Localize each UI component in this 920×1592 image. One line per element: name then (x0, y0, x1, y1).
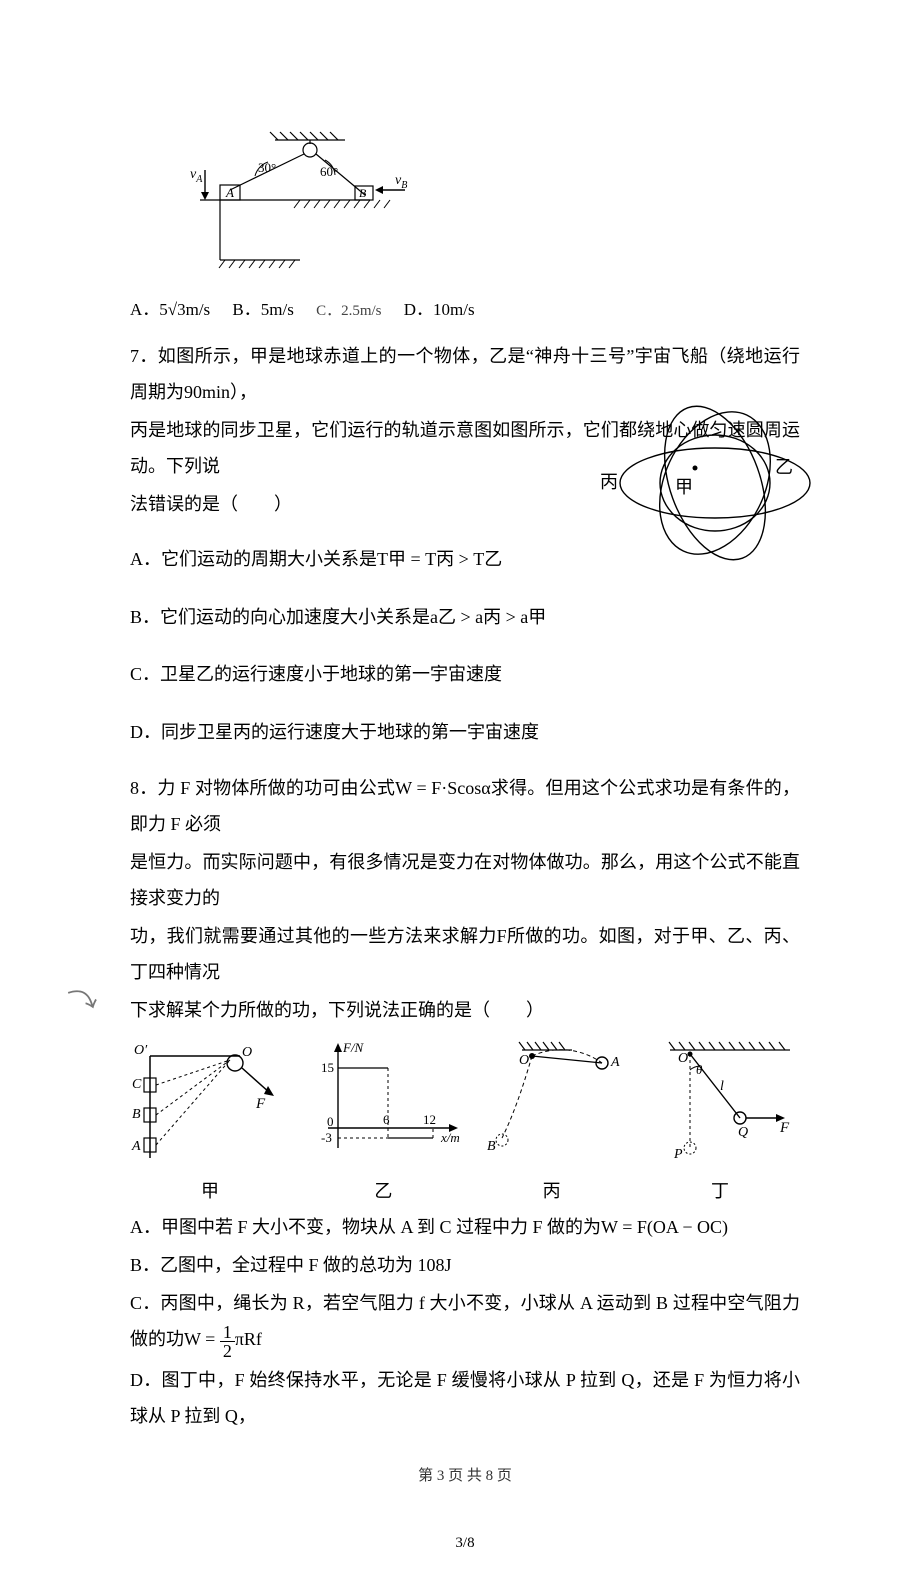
exam-page: A vA B vB 30° 6 (0, 0, 920, 1592)
angle-30: 30° (258, 160, 276, 175)
ytick0: 0 (327, 1114, 334, 1129)
q7-opt-c: C．卫星乙的运行速度小于地球的第一宇宙速度 (130, 655, 800, 695)
cap-jia: 甲 (130, 1177, 290, 1203)
vB-label: vB (395, 173, 407, 191)
frac-num: 1 (220, 1323, 235, 1342)
angle-60: 60° (320, 164, 338, 179)
ding-P: P (673, 1147, 683, 1162)
label-B: B (359, 186, 367, 200)
q6-options: A．5√3m/s B．5m/s C．2.5m/s D．10m/s (130, 295, 800, 320)
label-B2: B (132, 1107, 141, 1122)
label-C: C (132, 1077, 142, 1092)
ding-theta: θ (696, 1062, 703, 1077)
xtick6: 6 (383, 1112, 390, 1127)
page-footer: 第 3 页 共 8 页 (130, 1464, 800, 1485)
q8-fig-bing: O A B 丙 (477, 1038, 627, 1203)
ding-O: O (678, 1051, 688, 1066)
q8-opt-c: C．丙图中，绳长为 R，若空气阻力 f 大小不变，小球从 A 运动到 B 过程中… (130, 1285, 800, 1359)
q8-opt-d: D．图丁中，F 始终保持水平，无论是 F 缓慢将小球从 P 拉到 Q，还是 F … (130, 1362, 800, 1434)
ytick15: 15 (321, 1060, 334, 1075)
q8-opt-a: A．甲图中若 F 大小不变，物块从 A 到 C 过程中力 F 做的为W = F(… (130, 1209, 800, 1245)
bing-O: O (519, 1053, 529, 1068)
pencil-mark: ⤵ (64, 977, 101, 1021)
cap-ding: 丁 (640, 1177, 800, 1203)
q8-stem-1: 8．力 F 对物体所做的功可由公式W = F·Scosα求得。但用这个公式求功是… (130, 770, 800, 842)
label-F: F (255, 1096, 266, 1112)
frac-den: 2 (220, 1342, 235, 1360)
q8-optc-post: πRf (235, 1329, 262, 1349)
q7-opt-b: B．它们运动的向心加速度大小关系是a乙 > a丙 > a甲 (130, 598, 550, 638)
label-Oprime: O′ (134, 1043, 148, 1058)
q8-opt-b: B．乙图中，全过程中 F 做的总功为 108J (130, 1247, 800, 1283)
q6-opt-b: B．5m/s (232, 300, 293, 319)
q7-orbit-diagram: 丙 甲 乙 (590, 398, 820, 573)
label-A: A (225, 185, 234, 200)
ytick-3: -3 (321, 1130, 332, 1145)
bing-B: B (487, 1139, 496, 1154)
q7-label-bing: 丙 (600, 472, 618, 492)
label-O: O (242, 1045, 252, 1060)
ding-l: l (720, 1079, 724, 1094)
ylabel: F/N (342, 1040, 365, 1055)
cap-yi: 乙 (303, 1177, 463, 1203)
q8-stem-3: 功，我们就需要通过其他的一些方法来求解力F所做的功。如图，对于甲、乙、丙、丁四种… (130, 918, 800, 990)
q7-opt-d: D．同步卫星丙的运行速度大于地球的第一宇宙速度 (130, 713, 800, 753)
q7-opt-a: A．它们运动的周期大小关系是T甲 = T丙 > T乙 (130, 540, 550, 580)
q7-block: 7．如图所示，甲是地球赤道上的一个物体，乙是“神舟十三号”宇宙飞船（绕地运行周期… (130, 338, 800, 752)
q7-label-yi: 乙 (775, 457, 793, 477)
pulley-diagram-svg: A vA B vB 30° 6 (170, 130, 430, 270)
q6-diagram: A vA B vB 30° 6 (170, 130, 800, 275)
q8-fig-yi: F/N 15 0 -3 6 12 x/m 乙 (303, 1038, 463, 1203)
q8-fig-jia: O′ O C B A F 甲 (130, 1038, 290, 1203)
ding-Q: Q (738, 1125, 748, 1140)
cap-bing: 丙 (477, 1177, 627, 1203)
q8-fig-ding: O θ l Q F P 丁 (640, 1038, 800, 1203)
q7-label-jia: 甲 (675, 477, 693, 497)
ding-F: F (779, 1120, 790, 1136)
vA-label: vA (190, 167, 203, 185)
q6-opt-c: C．2.5m/s (316, 303, 381, 319)
xtick12: 12 (423, 1112, 436, 1127)
q8-stem-4: 下求解某个力所做的功，下列说法正确的是（ ） (130, 992, 800, 1028)
xlabel: x/m (440, 1130, 460, 1145)
q6-opt-d: D．10m/s (404, 300, 475, 319)
page-number: 3/8 (130, 1535, 800, 1552)
q6-opt-a: A．5√3m/s (130, 300, 210, 319)
bing-A: A (610, 1055, 620, 1070)
q8-stem-2: 是恒力。而实际问题中，有很多情况是变力在对物体做功。那么，用这个公式不能直接求变… (130, 844, 800, 916)
q8-figures: O′ O C B A F 甲 F/N (130, 1038, 800, 1203)
label-A2: A (131, 1139, 141, 1154)
